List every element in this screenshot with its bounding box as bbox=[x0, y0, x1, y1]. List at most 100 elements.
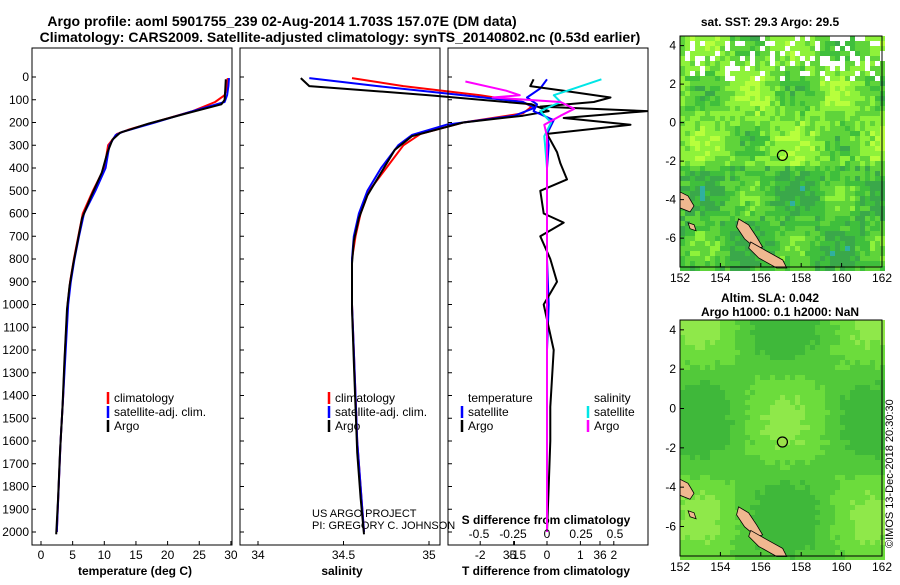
y-tick-label: 600 bbox=[9, 207, 29, 221]
map-cell bbox=[735, 106, 740, 111]
map-cell bbox=[790, 395, 795, 400]
map-cell bbox=[830, 490, 835, 495]
map-cell bbox=[795, 176, 800, 181]
map-cell bbox=[755, 61, 760, 66]
map-cell bbox=[715, 520, 720, 525]
map-cell bbox=[825, 460, 830, 465]
map-cell bbox=[860, 415, 865, 420]
map-cell bbox=[875, 450, 880, 455]
map-cell bbox=[760, 41, 765, 46]
map-cell bbox=[810, 251, 815, 256]
map-cell bbox=[845, 345, 850, 350]
map-cell bbox=[685, 166, 690, 171]
map-cell bbox=[815, 400, 820, 405]
map-cell bbox=[755, 191, 760, 196]
map-cell bbox=[795, 46, 800, 51]
map-cell bbox=[845, 171, 850, 176]
map-cell bbox=[725, 41, 730, 46]
map-cell bbox=[755, 320, 760, 325]
map-cell bbox=[755, 355, 760, 360]
map-cell bbox=[685, 445, 690, 450]
map-cell bbox=[875, 101, 880, 106]
map-cell bbox=[775, 101, 780, 106]
map-cell bbox=[780, 81, 785, 86]
map-cell bbox=[815, 221, 820, 226]
map-cell bbox=[845, 116, 850, 121]
map-cell bbox=[695, 196, 700, 201]
map-cell bbox=[830, 66, 835, 71]
map-cell bbox=[820, 61, 825, 66]
map-cell bbox=[750, 340, 755, 345]
map-cell bbox=[805, 56, 810, 61]
map-cell bbox=[845, 91, 850, 96]
map-cell bbox=[815, 480, 820, 485]
map-cell bbox=[705, 191, 710, 196]
x-tick-label: 0 bbox=[544, 548, 551, 562]
map-cell bbox=[730, 236, 735, 241]
map-cell bbox=[725, 251, 730, 256]
map-cell bbox=[820, 86, 825, 91]
map-cell bbox=[765, 161, 770, 166]
map-cell bbox=[815, 86, 820, 91]
map-cell bbox=[720, 126, 725, 131]
map-cell bbox=[780, 241, 785, 246]
x-tick-label: 162 bbox=[872, 271, 892, 285]
map-cell bbox=[720, 41, 725, 46]
map-cell bbox=[780, 116, 785, 121]
map-cell bbox=[760, 495, 765, 500]
map-cell bbox=[720, 131, 725, 136]
y-tick-label: 1900 bbox=[2, 502, 29, 516]
map-cell bbox=[710, 545, 715, 550]
map-cell bbox=[810, 161, 815, 166]
map-cell bbox=[825, 555, 830, 560]
map-cell bbox=[795, 266, 800, 271]
map-cell bbox=[810, 126, 815, 131]
map-cell bbox=[790, 231, 795, 236]
map-cell bbox=[875, 425, 880, 430]
map-cell bbox=[700, 320, 705, 325]
map-cell bbox=[770, 425, 775, 430]
title-line-1: Argo profile: aoml 5901755_239 02-Aug-20… bbox=[47, 13, 516, 29]
map-cell bbox=[685, 191, 690, 196]
map-cell bbox=[825, 350, 830, 355]
map-cell bbox=[730, 131, 735, 136]
y-tick-label: 200 bbox=[9, 116, 29, 130]
map-cell bbox=[710, 330, 715, 335]
map-cell bbox=[720, 56, 725, 61]
map-cell bbox=[805, 36, 810, 41]
map-cell bbox=[830, 176, 835, 181]
map-cell bbox=[760, 500, 765, 505]
map-cell bbox=[765, 171, 770, 176]
map-cell bbox=[760, 126, 765, 131]
map-cell bbox=[755, 385, 760, 390]
map-cell bbox=[775, 121, 780, 126]
map-cell bbox=[860, 136, 865, 141]
map-cell bbox=[795, 405, 800, 410]
map-cell bbox=[725, 201, 730, 206]
map-cell bbox=[860, 91, 865, 96]
legend-label-argo: Argo bbox=[335, 419, 361, 433]
map-cell bbox=[815, 66, 820, 71]
map-cell bbox=[755, 166, 760, 171]
map-cell bbox=[720, 166, 725, 171]
map-cell bbox=[785, 176, 790, 181]
map-cell bbox=[755, 266, 760, 271]
map-cell bbox=[745, 345, 750, 350]
map-cell bbox=[680, 216, 685, 221]
map-cell bbox=[820, 126, 825, 131]
map-cell bbox=[835, 136, 840, 141]
map-cell bbox=[705, 56, 710, 61]
map-cell bbox=[800, 525, 805, 530]
map-cell bbox=[860, 530, 865, 535]
map-cell bbox=[700, 470, 705, 475]
map-cell bbox=[715, 121, 720, 126]
map-cell bbox=[780, 176, 785, 181]
map-cell bbox=[740, 400, 745, 405]
map-cell bbox=[875, 171, 880, 176]
map-cell bbox=[820, 166, 825, 171]
map-cell bbox=[760, 136, 765, 141]
map-cell bbox=[720, 510, 725, 515]
map-cell bbox=[755, 121, 760, 126]
map-cell bbox=[860, 515, 865, 520]
map-cell bbox=[860, 86, 865, 91]
